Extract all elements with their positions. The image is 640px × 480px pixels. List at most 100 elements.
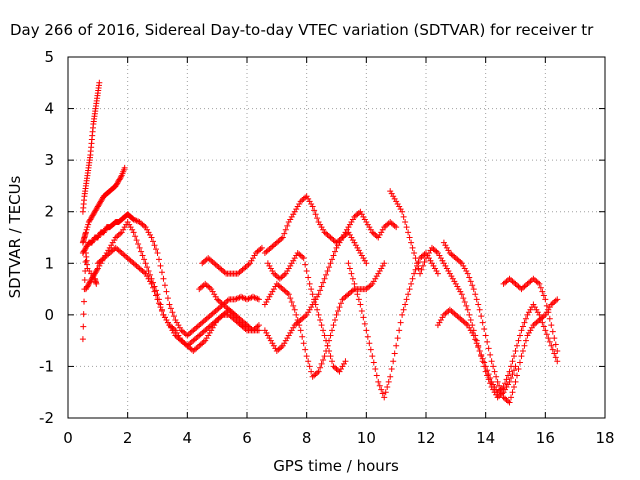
data-point xyxy=(442,262,449,269)
data-point xyxy=(352,212,359,219)
data-point xyxy=(170,313,177,320)
data-point xyxy=(485,376,492,383)
data-point xyxy=(273,239,280,246)
data-point xyxy=(503,396,510,403)
data-points xyxy=(79,79,561,406)
data-point xyxy=(440,311,447,318)
data-point xyxy=(354,244,361,251)
data-point xyxy=(193,345,200,352)
data-point xyxy=(287,295,294,302)
data-point xyxy=(139,268,146,275)
data-point xyxy=(130,216,137,223)
data-point xyxy=(382,389,389,396)
data-point xyxy=(370,278,377,285)
data-point xyxy=(182,341,189,348)
data-point xyxy=(223,309,230,316)
data-point xyxy=(491,368,498,375)
data-point xyxy=(457,315,464,322)
data-point xyxy=(320,356,327,363)
data-point xyxy=(329,256,336,263)
data-point xyxy=(181,329,188,336)
data-point xyxy=(214,296,221,303)
data-point xyxy=(360,255,367,262)
data-point xyxy=(372,275,379,282)
data-point xyxy=(296,251,303,258)
x-tick-label: 12 xyxy=(416,429,435,447)
data-point xyxy=(379,226,386,233)
data-point xyxy=(93,280,100,287)
data-point xyxy=(121,224,128,231)
data-point xyxy=(83,226,90,233)
data-point xyxy=(508,394,515,401)
data-point xyxy=(397,319,404,326)
data-point xyxy=(221,302,228,309)
data-point xyxy=(101,228,108,235)
data-point xyxy=(354,291,361,298)
data-point xyxy=(114,179,121,186)
data-point xyxy=(493,373,500,380)
data-point xyxy=(334,307,341,314)
data-point xyxy=(405,291,412,298)
data-point xyxy=(255,327,262,334)
data-point xyxy=(263,298,270,305)
data-point xyxy=(554,358,561,365)
data-point xyxy=(348,270,355,277)
data-point xyxy=(197,320,204,327)
data-point xyxy=(129,226,136,233)
data-point xyxy=(534,318,541,325)
data-point xyxy=(203,315,210,322)
data-point xyxy=(106,244,113,251)
data-point xyxy=(505,372,512,379)
data-point xyxy=(208,311,215,318)
data-point xyxy=(452,311,459,318)
data-point xyxy=(209,288,216,295)
data-point xyxy=(111,237,118,244)
data-point xyxy=(472,336,479,343)
data-point xyxy=(317,287,324,294)
data-point xyxy=(396,203,403,210)
data-point xyxy=(297,252,304,259)
data-point xyxy=(393,198,400,205)
data-point xyxy=(211,291,218,298)
data-point xyxy=(179,328,186,335)
data-point xyxy=(81,247,88,254)
data-point xyxy=(482,363,489,370)
data-point xyxy=(458,317,465,324)
data-point xyxy=(539,314,546,321)
data-point xyxy=(120,251,127,258)
data-point xyxy=(363,219,370,226)
data-point xyxy=(153,292,160,299)
y-tick-labels: -2 -1 0 1 2 3 4 5 xyxy=(39,48,54,427)
data-point xyxy=(539,288,546,295)
data-point xyxy=(157,262,164,269)
data-point xyxy=(163,288,170,295)
data-point xyxy=(522,337,529,344)
data-point xyxy=(508,277,515,284)
data-point xyxy=(439,314,446,321)
data-point xyxy=(466,274,473,281)
data-point xyxy=(378,265,385,272)
data-point xyxy=(509,389,516,396)
data-point xyxy=(163,317,170,324)
data-point xyxy=(516,332,523,339)
data-point xyxy=(239,323,246,330)
data-point xyxy=(291,208,298,215)
data-point xyxy=(93,268,100,275)
data-point xyxy=(363,286,370,293)
data-point xyxy=(132,233,139,240)
data-point xyxy=(525,309,532,316)
data-point xyxy=(190,337,197,344)
data-point xyxy=(155,256,162,263)
data-point xyxy=(148,280,155,287)
data-point xyxy=(461,265,468,272)
data-point xyxy=(340,295,347,302)
data-point xyxy=(202,317,209,324)
data-point xyxy=(467,327,474,334)
data-point xyxy=(203,335,210,342)
data-point xyxy=(525,279,532,286)
data-point xyxy=(546,304,553,311)
data-point xyxy=(420,262,427,269)
data-point xyxy=(351,213,358,220)
data-point xyxy=(135,240,142,247)
data-point xyxy=(448,251,455,258)
